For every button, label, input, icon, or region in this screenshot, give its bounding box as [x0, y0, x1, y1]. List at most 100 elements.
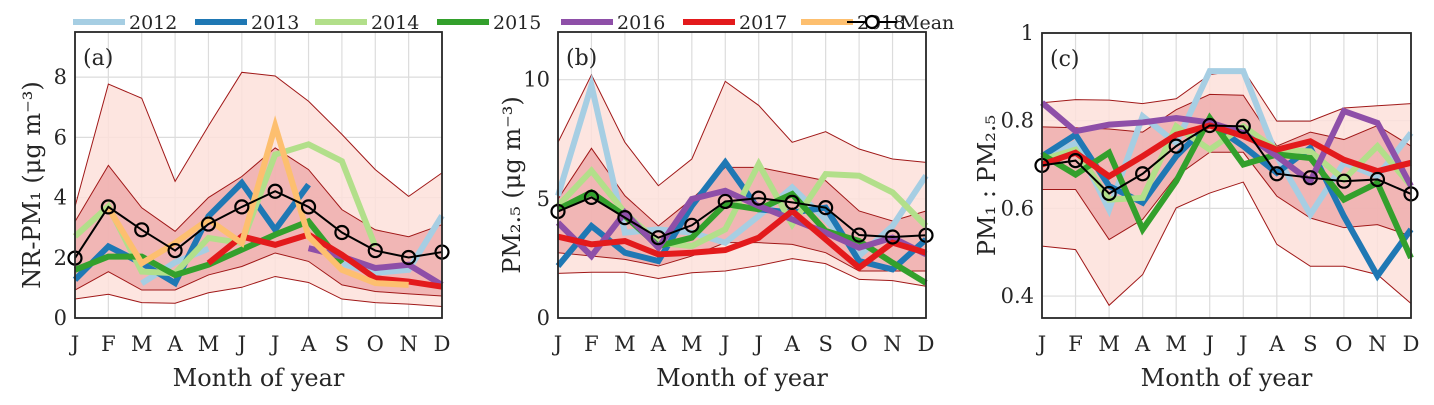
series-mean: [550, 189, 934, 246]
mean-marker: [851, 227, 867, 243]
mean-marker: [300, 199, 317, 215]
x-tick-label: O: [850, 332, 867, 356]
series-2013: [72, 178, 311, 288]
series-line-2017: [206, 231, 443, 290]
y-tick-label: 10: [523, 68, 550, 92]
mean-marker: [1369, 171, 1386, 188]
x-tick-label: M: [1165, 332, 1187, 356]
x-tick-label: D: [918, 332, 935, 356]
mean-marker: [884, 229, 901, 245]
legend-item-mean: Mean: [847, 12, 954, 34]
mean-marker: [1168, 138, 1184, 154]
mean-marker: [100, 199, 116, 215]
mean-marker: [1101, 185, 1117, 202]
x-tick-label: N: [1368, 332, 1386, 356]
legend-label: 2013: [251, 12, 299, 34]
x-tick-label: S: [335, 332, 349, 356]
series-line-2015: [73, 217, 345, 279]
mean-marker: [1202, 117, 1218, 134]
x-axis-label: Month of year: [656, 364, 828, 392]
mean-marker: [684, 217, 700, 233]
mean-marker: [401, 249, 417, 266]
x-tick-label: F: [584, 332, 599, 356]
band-edge-outer-upper: [74, 71, 443, 207]
legend-item-2017: 2017: [683, 12, 787, 34]
band-edge-inner-upper: [557, 147, 927, 227]
legend-item-2015: 2015: [437, 12, 541, 34]
series-2015: [73, 217, 345, 279]
band-edge-outer-lower: [74, 275, 443, 308]
legend-item-2016: 2016: [561, 12, 665, 34]
legend-label: Mean: [900, 12, 954, 34]
legend-item-2013: 2013: [195, 12, 299, 34]
y-axis-label: PM₁ : PM₂.₅: [973, 115, 1001, 256]
series-2015: [1040, 112, 1414, 260]
x-tick-label: O: [367, 332, 384, 356]
mean-marker: [717, 193, 733, 210]
x-tick-label: A: [784, 332, 801, 356]
series-mean: [67, 183, 450, 266]
x-axis-label: Month of year: [1141, 364, 1313, 392]
panel-label: (c): [1050, 47, 1080, 72]
series-mean: [1034, 117, 1419, 202]
band-edge-inner-upper: [74, 147, 443, 238]
x-tick-label: A: [650, 332, 667, 356]
y-tick-label: 4: [54, 186, 67, 210]
mean-marker: [234, 199, 250, 215]
y-tick-label: 6: [54, 125, 67, 149]
legend-marker: [864, 14, 880, 30]
legend-label: 2012: [129, 12, 177, 34]
x-tick-label: J: [236, 332, 246, 356]
band-edge-outer-upper: [557, 73, 927, 187]
mean-marker: [200, 216, 217, 232]
x-tick-label: D: [434, 332, 451, 356]
x-tick-label: M: [681, 332, 703, 356]
y-axis-label: NR-PM₁ (μg m⁻³): [18, 81, 46, 289]
x-tick-label: J: [552, 332, 562, 356]
x-tick-label: F: [1068, 332, 1083, 356]
x-tick-label: O: [1335, 332, 1352, 356]
legend-item-2012: 2012: [73, 12, 177, 34]
mean-marker: [1067, 152, 1084, 169]
mean-marker: [617, 210, 633, 226]
band-edge-inner-upper: [1041, 93, 1412, 147]
x-tick-label: J: [753, 332, 763, 356]
x-tick-label: M: [614, 332, 636, 356]
series-2017: [1041, 122, 1412, 180]
axes-box: [557, 31, 927, 319]
band-edge-outer-lower: [1041, 181, 1412, 307]
mean-marker: [167, 242, 183, 259]
mean-marker: [1135, 166, 1151, 182]
x-tick-label: J: [69, 332, 79, 356]
mean-marker: [650, 230, 666, 246]
axes-box: [74, 31, 443, 319]
x-tick-label: N: [883, 332, 901, 356]
mean-marker: [1269, 166, 1285, 182]
mean-marker: [818, 200, 834, 216]
x-tick-label: J: [1204, 332, 1214, 356]
y-tick-label: 1: [1021, 21, 1034, 45]
series-2017: [557, 207, 927, 272]
y-tick-label: 8: [54, 65, 67, 89]
x-tick-label: A: [167, 332, 184, 356]
x-tick-label: N: [399, 332, 417, 356]
x-tick-label: J: [719, 332, 729, 356]
legend-label: 2014: [371, 12, 419, 34]
series-line-2016: [307, 245, 444, 288]
legend-item-2014: 2014: [315, 12, 419, 34]
mean-marker: [267, 183, 283, 199]
panel-label: (a): [83, 46, 113, 71]
mean-marker: [751, 190, 767, 206]
x-tick-label: J: [1036, 332, 1046, 356]
mean-marker: [1302, 170, 1318, 186]
y-tick-label: 5: [537, 187, 550, 211]
x-tick-label: F: [101, 332, 116, 356]
x-tick-label: A: [1134, 332, 1151, 356]
legend-label: 2017: [739, 12, 787, 34]
x-tick-label: M: [198, 332, 220, 356]
axes-box: [1041, 32, 1412, 319]
